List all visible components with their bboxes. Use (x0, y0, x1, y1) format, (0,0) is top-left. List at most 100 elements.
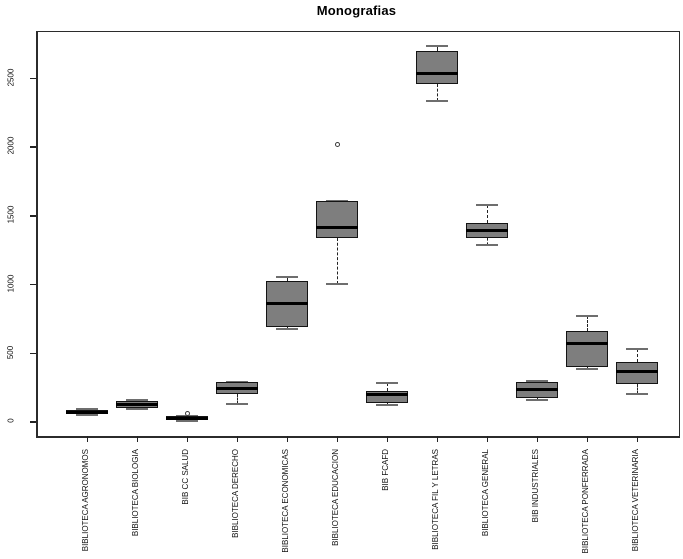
upper-whisker-cap (76, 407, 98, 410)
median-line (216, 386, 258, 390)
lower-whisker-line (486, 238, 488, 246)
x-tick-label-text: BIBLIOTECA PONFERRADA (581, 449, 590, 554)
upper-whisker-cap (476, 203, 498, 206)
x-tick-label: BIBLIOTECA FIL Y LETRAS (431, 443, 441, 550)
x-tick-label: BIBLIOTECA AGRONOMOS (81, 443, 91, 551)
x-tick-label-text: BIB INDUSTRIALES (531, 449, 540, 523)
lower-whisker-line (586, 366, 588, 369)
x-tick-label: BIB INDUSTRIALES (531, 443, 541, 522)
x-tick-label-text: BIBLIOTECA EDUCACION (331, 449, 340, 546)
y-axis-tick (30, 352, 36, 355)
y-tick-label-text: 1000 (6, 274, 16, 293)
y-axis-tick (30, 283, 36, 286)
y-axis-tick (30, 421, 36, 423)
x-axis-tick (286, 436, 288, 442)
y-tick-label-text: 2000 (6, 136, 16, 155)
median-line (166, 416, 208, 420)
box (566, 330, 608, 367)
upper-whisker-cap (126, 398, 148, 401)
upper-whisker-line (386, 383, 388, 391)
x-tick-label: BIBLIOTECA DERECHO (231, 443, 241, 538)
x-axis-tick (636, 436, 638, 442)
x-tick-label-text: BIBLIOTECA BIOLOGIA (131, 449, 140, 537)
median-line (266, 302, 308, 306)
x-axis-tick (386, 436, 388, 442)
x-tick-label-text: BIBLIOTECA AGRONOMOS (81, 449, 90, 552)
upper-whisker-line (586, 316, 588, 331)
x-axis-tick (536, 436, 538, 442)
upper-whisker-cap (276, 275, 298, 278)
x-tick-label: BIBLIOTECA EDUCACION (331, 443, 341, 546)
x-tick-label-text: BIBLIOTECA DERECHO (231, 449, 240, 538)
lower-whisker-line (436, 83, 438, 102)
lower-whisker-cap (626, 393, 648, 396)
lower-whisker-cap (176, 419, 198, 422)
x-tick-label-text: BIBLIOTECA FIL Y LETRAS (431, 449, 440, 550)
median-line (316, 225, 358, 229)
lower-whisker-cap (526, 398, 548, 401)
median-line (116, 402, 158, 406)
outlier-point (334, 141, 340, 147)
upper-whisker-line (486, 204, 488, 224)
lower-whisker-cap (576, 368, 598, 370)
upper-whisker-cap (576, 315, 598, 318)
x-tick-label: BIBLIOTECA GENERAL (481, 443, 491, 536)
x-axis-tick (486, 436, 488, 442)
median-line (566, 342, 608, 346)
x-tick-label-text: BIBLIOTECA ECONOMICAS (281, 449, 290, 553)
y-tick-label: 2000 (3, 124, 19, 168)
upper-whisker-line (636, 349, 638, 363)
upper-whisker-cap (376, 382, 398, 385)
median-line (466, 228, 508, 232)
x-tick-label-text: BIB CC SALUD (181, 449, 190, 505)
upper-whisker-cap (426, 44, 448, 47)
upper-whisker-line (286, 276, 288, 281)
lower-whisker-cap (126, 407, 148, 410)
upper-whisker-cap (526, 380, 548, 383)
chart-title: Monografias (316, 3, 397, 18)
lower-whisker-cap (376, 404, 398, 407)
y-tick-label-text: 1500 (6, 205, 16, 224)
x-tick-label: BIBLIOTECA PONFERRADA (581, 443, 591, 553)
y-tick-label: 500 (3, 330, 19, 374)
lower-whisker-line (236, 393, 238, 405)
plot-area (30, 31, 680, 442)
x-axis-tick (336, 436, 338, 442)
lower-whisker-cap (326, 282, 348, 285)
median-line (616, 369, 658, 373)
y-axis-tick (30, 77, 36, 80)
x-tick-label: BIB CC SALUD (181, 443, 191, 505)
y-tick-label: 1500 (3, 193, 19, 237)
median-line (516, 387, 558, 391)
x-tick-label-text: BIB FCAFD (381, 449, 390, 491)
y-tick-label: 1000 (3, 261, 19, 305)
box (416, 50, 458, 84)
lower-whisker-line (286, 327, 288, 330)
x-tick-label: BIBLIOTECA VETERINARIA (631, 443, 641, 551)
lower-whisker-line (336, 237, 338, 284)
x-axis-tick (86, 436, 88, 442)
lower-whisker-cap (476, 244, 498, 247)
upper-whisker-cap (626, 348, 648, 351)
x-tick-label: BIBLIOTECA ECONOMICAS (281, 443, 291, 553)
x-tick-label-text: BIBLIOTECA VETERINARIA (631, 449, 640, 552)
box (366, 391, 408, 403)
box (316, 200, 358, 238)
y-tick-label: 2500 (3, 55, 19, 99)
lower-whisker-cap (76, 414, 98, 417)
median-line (66, 410, 108, 414)
upper-whisker-cap (226, 380, 248, 383)
x-axis-tick (136, 436, 138, 442)
median-line (416, 72, 458, 76)
x-axis-tick (186, 436, 188, 442)
lower-whisker-cap (426, 100, 448, 103)
lower-whisker-cap (226, 403, 248, 406)
box (616, 362, 658, 385)
lower-whisker-line (386, 402, 388, 406)
lower-whisker-cap (276, 328, 298, 331)
x-axis-tick (436, 436, 438, 442)
lower-whisker-line (636, 384, 638, 395)
x-axis-tick (236, 436, 238, 442)
upper-whisker-line (436, 45, 438, 51)
